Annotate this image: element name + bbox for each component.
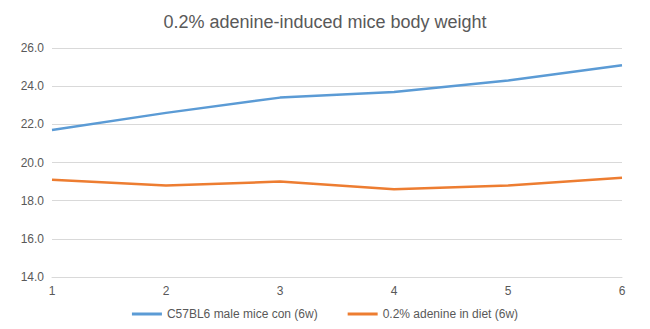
svg-text:22.0: 22.0	[21, 117, 45, 131]
svg-text:16.0: 16.0	[21, 232, 45, 246]
svg-text:14.0: 14.0	[21, 270, 45, 284]
svg-text:1: 1	[49, 284, 56, 298]
svg-text:26.0: 26.0	[21, 41, 45, 55]
svg-text:5: 5	[505, 284, 512, 298]
svg-text:18.0: 18.0	[21, 194, 45, 208]
svg-text:0.2% adenine in diet (6w): 0.2% adenine in diet (6w)	[383, 307, 518, 321]
svg-text:C57BL6 male mice con (6w): C57BL6 male mice con (6w)	[167, 307, 318, 321]
svg-text:3: 3	[277, 284, 284, 298]
svg-text:24.0: 24.0	[21, 79, 45, 93]
svg-text:6: 6	[619, 284, 626, 298]
svg-text:20.0: 20.0	[21, 156, 45, 170]
svg-text:0.2% adenine-induced mice body: 0.2% adenine-induced mice body weight	[163, 12, 486, 32]
svg-text:2: 2	[163, 284, 170, 298]
svg-text:4: 4	[391, 284, 398, 298]
